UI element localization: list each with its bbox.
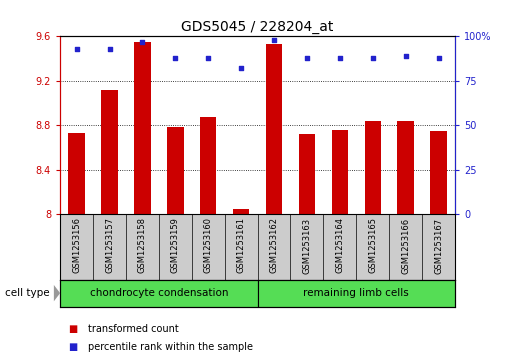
Bar <box>430 131 447 214</box>
Text: transformed count: transformed count <box>88 323 179 334</box>
Point <box>369 55 377 61</box>
Text: remaining limb cells: remaining limb cells <box>303 288 409 298</box>
Point <box>72 46 81 52</box>
Bar <box>200 118 217 214</box>
Title: GDS5045 / 228204_at: GDS5045 / 228204_at <box>181 20 334 34</box>
Bar <box>167 127 184 214</box>
Point <box>171 55 179 61</box>
Text: ■: ■ <box>68 342 77 352</box>
Text: GSM1253164: GSM1253164 <box>335 217 344 273</box>
Text: GSM1253156: GSM1253156 <box>72 217 81 273</box>
Text: GSM1253158: GSM1253158 <box>138 217 147 273</box>
Point <box>138 39 146 45</box>
Bar <box>69 133 85 214</box>
Bar <box>397 121 414 214</box>
Text: GSM1253161: GSM1253161 <box>236 217 246 273</box>
Bar <box>134 42 151 214</box>
Point <box>204 55 212 61</box>
Point <box>336 55 344 61</box>
Text: GSM1253165: GSM1253165 <box>368 217 377 273</box>
Bar <box>332 130 348 214</box>
Polygon shape <box>54 285 60 301</box>
Bar <box>299 134 315 214</box>
Point <box>270 37 278 43</box>
Text: GSM1253166: GSM1253166 <box>401 217 410 274</box>
Bar <box>365 121 381 214</box>
Text: chondrocyte condensation: chondrocyte condensation <box>89 288 228 298</box>
Bar <box>101 90 118 214</box>
Point <box>105 46 113 52</box>
Text: cell type: cell type <box>5 288 50 298</box>
Text: GSM1253162: GSM1253162 <box>269 217 279 273</box>
Bar <box>266 44 282 214</box>
Text: GSM1253167: GSM1253167 <box>434 217 443 274</box>
Point <box>435 55 443 61</box>
Bar <box>257 280 455 307</box>
Point <box>402 53 410 59</box>
Bar <box>233 209 249 214</box>
Text: GSM1253160: GSM1253160 <box>204 217 213 273</box>
Bar <box>60 280 257 307</box>
Point <box>303 55 311 61</box>
Point <box>237 65 245 71</box>
Text: GSM1253157: GSM1253157 <box>105 217 114 273</box>
Text: GSM1253163: GSM1253163 <box>302 217 311 274</box>
Text: GSM1253159: GSM1253159 <box>171 217 180 273</box>
Text: percentile rank within the sample: percentile rank within the sample <box>88 342 253 352</box>
Text: ■: ■ <box>68 323 77 334</box>
